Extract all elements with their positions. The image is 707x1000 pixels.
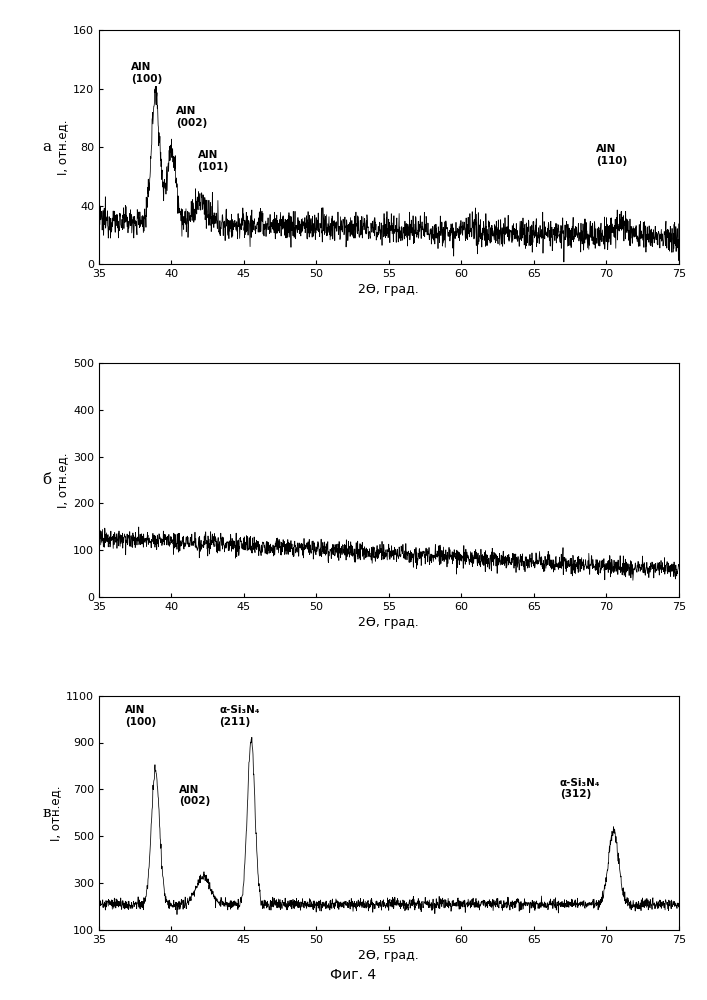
Text: AlN
(100): AlN (100) (131, 62, 162, 84)
Y-axis label: I, отн.ед.: I, отн.ед. (56, 452, 69, 508)
Text: AlN
(002): AlN (002) (176, 106, 207, 128)
Text: в: в (42, 806, 51, 820)
Y-axis label: I, отн.ед.: I, отн.ед. (56, 119, 69, 175)
X-axis label: 2ϴ, град.: 2ϴ, град. (358, 616, 419, 629)
Text: AlN
(110): AlN (110) (596, 144, 627, 166)
Text: AlN
(100): AlN (100) (125, 705, 156, 727)
Text: a: a (42, 140, 52, 154)
X-axis label: 2ϴ, град.: 2ϴ, град. (358, 949, 419, 962)
Text: α-Si₃N₄
(312): α-Si₃N₄ (312) (560, 778, 600, 799)
X-axis label: 2ϴ, град.: 2ϴ, град. (358, 283, 419, 296)
Y-axis label: I, отн.ед.: I, отн.ед. (49, 785, 62, 841)
Text: б: б (42, 473, 52, 487)
Text: AlN
(002): AlN (002) (179, 785, 210, 806)
Text: AlN
(101): AlN (101) (197, 150, 229, 172)
Text: Фиг. 4: Фиг. 4 (330, 968, 377, 982)
Text: α-Si₃N₄
(211): α-Si₃N₄ (211) (219, 705, 259, 727)
